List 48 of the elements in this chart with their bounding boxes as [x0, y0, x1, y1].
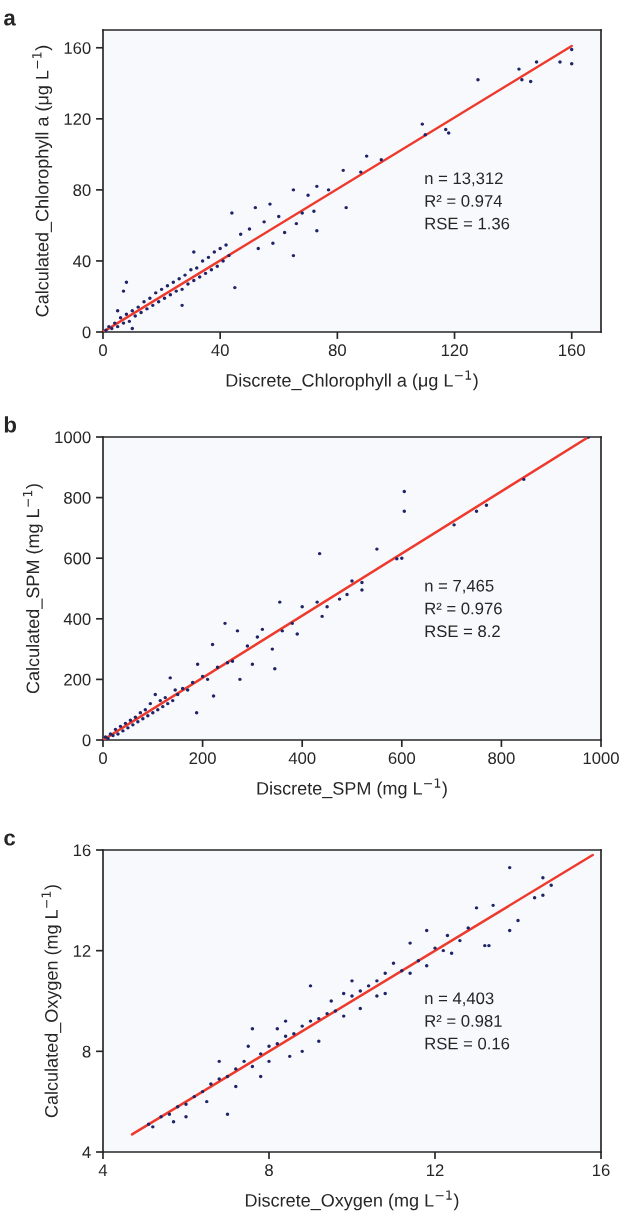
- annotation: R² = 0.981: [425, 1015, 502, 1027]
- chart-title: b: [4, 416, 17, 433]
- x-tick-label: 800: [488, 752, 515, 765]
- y-tick-label: 0: [82, 734, 91, 747]
- x-tick-label: 0: [99, 344, 107, 357]
- annotation: n = 13,312: [425, 172, 503, 187]
- y-tick-label: 800: [64, 492, 91, 504]
- x-axis-title: Discrete_Oxygen (mg L$^{−1}$): [245, 1190, 459, 1211]
- x-tick-label: 200: [189, 752, 216, 765]
- y-tick-label: 200: [64, 673, 91, 686]
- y-tick-label: 12: [73, 945, 91, 957]
- x-tick-label: 160: [559, 344, 585, 357]
- annotation: n = 4,403: [425, 992, 494, 1007]
- y-tick-label: 80: [73, 184, 91, 197]
- y-tick-label: 8: [82, 1045, 91, 1058]
- y-axis-title: Calculated_Chlorophyll a (μg L$^{−1}$): [32, 45, 53, 317]
- x-tick-label: 40: [211, 344, 229, 357]
- annotation: RSE = 0.16: [425, 1037, 510, 1050]
- x-tick-label: 16: [593, 1164, 610, 1177]
- annotation: R² = 0.976: [425, 602, 502, 615]
- chart-title: a: [4, 13, 16, 26]
- x-tick-label: 400: [288, 752, 316, 765]
- y-axis-title: Calculated_SPM (mg L$^{−1}$): [22, 484, 43, 694]
- y-tick-label: 400: [63, 613, 91, 625]
- x-tick-label: 600: [388, 752, 416, 765]
- y-tick-label: 16: [73, 844, 91, 857]
- y-tick-label: 40: [73, 255, 91, 268]
- y-tick-label: 160: [64, 42, 91, 54]
- annotation: n = 7,465: [425, 579, 494, 594]
- x-tick-label: 12: [427, 1164, 444, 1176]
- chart-title: c: [4, 833, 16, 846]
- y-axis-title: Calculated_Oxygen (mg L$^{−1}$): [41, 885, 62, 1118]
- annotation: RSE = 8.2: [425, 625, 500, 638]
- x-tick-label: 0: [99, 752, 107, 765]
- x-axis-title: Discrete_Chlorophyll a (μg L$^{−1}$): [226, 370, 478, 391]
- y-tick-label: 0: [82, 326, 91, 339]
- x-tick-label: 80: [328, 344, 346, 357]
- x-tick-label: 1000: [583, 752, 619, 765]
- annotation: R² = 0.974: [425, 195, 503, 207]
- y-tick-label: 120: [64, 113, 91, 126]
- x-tick-label: 4: [98, 1164, 108, 1176]
- x-axis-title: Discrete_SPM (mg L$^{−1}$): [257, 778, 447, 799]
- x-tick-label: 8: [265, 1164, 273, 1177]
- y-tick-label: 4: [82, 1146, 91, 1159]
- y-tick-label: 1000: [55, 431, 91, 444]
- y-tick-label: 600: [64, 552, 91, 565]
- x-tick-label: 120: [441, 344, 468, 357]
- annotation: RSE = 1.36: [425, 217, 510, 230]
